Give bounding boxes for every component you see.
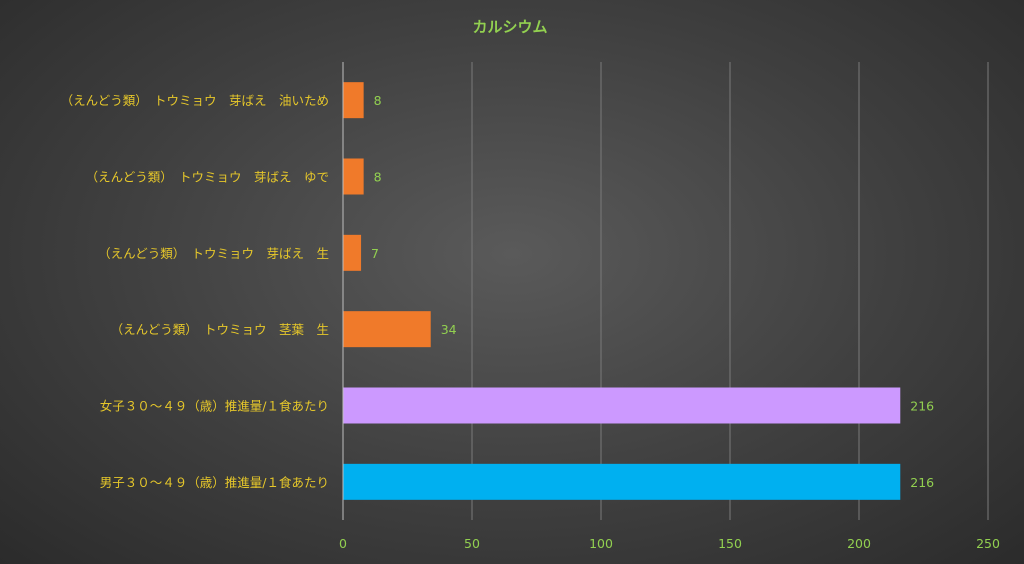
x-tick-label: 0	[339, 536, 347, 551]
bar	[343, 387, 901, 424]
bar	[343, 463, 901, 500]
category-label: （えんどう類） トウミョウ 芽ばえ ゆで	[86, 170, 329, 185]
x-tick-label: 100	[589, 536, 613, 551]
bars	[343, 82, 901, 500]
bar	[343, 234, 362, 271]
category-label: 男子３０～４９（歳）推進量/１食あたり	[100, 475, 329, 490]
chart-title: カルシウム	[472, 18, 547, 36]
value-label: 7	[371, 246, 379, 261]
bar	[343, 311, 431, 348]
category-label: 女子３０～４９（歳）推進量/１食あたり	[100, 399, 329, 414]
value-label: 8	[374, 93, 382, 108]
gridlines	[471, 62, 989, 520]
value-label: 216	[910, 399, 934, 414]
value-labels: 8 8 7 34 216 216	[371, 93, 934, 490]
x-tick-label: 200	[847, 536, 871, 551]
value-label: 34	[441, 322, 457, 337]
category-label: （えんどう類） トウミョウ 芽ばえ 油いため	[61, 93, 329, 108]
value-label: 8	[374, 170, 382, 185]
x-axis-ticks: 0 50 100 150 200 250	[339, 536, 1000, 551]
bar	[343, 82, 364, 119]
x-tick-label: 50	[464, 536, 480, 551]
category-label: （えんどう類） トウミョウ 芽ばえ 生	[98, 246, 329, 261]
category-labels: （えんどう類） トウミョウ 芽ばえ 油いため （えんどう類） トウミョウ 芽ばえ …	[61, 93, 329, 490]
category-label: （えんどう類） トウミョウ 茎葉 生	[111, 322, 329, 337]
bar	[343, 158, 364, 195]
value-label: 216	[910, 475, 934, 490]
x-tick-label: 150	[718, 536, 742, 551]
x-tick-label: 250	[976, 536, 1000, 551]
